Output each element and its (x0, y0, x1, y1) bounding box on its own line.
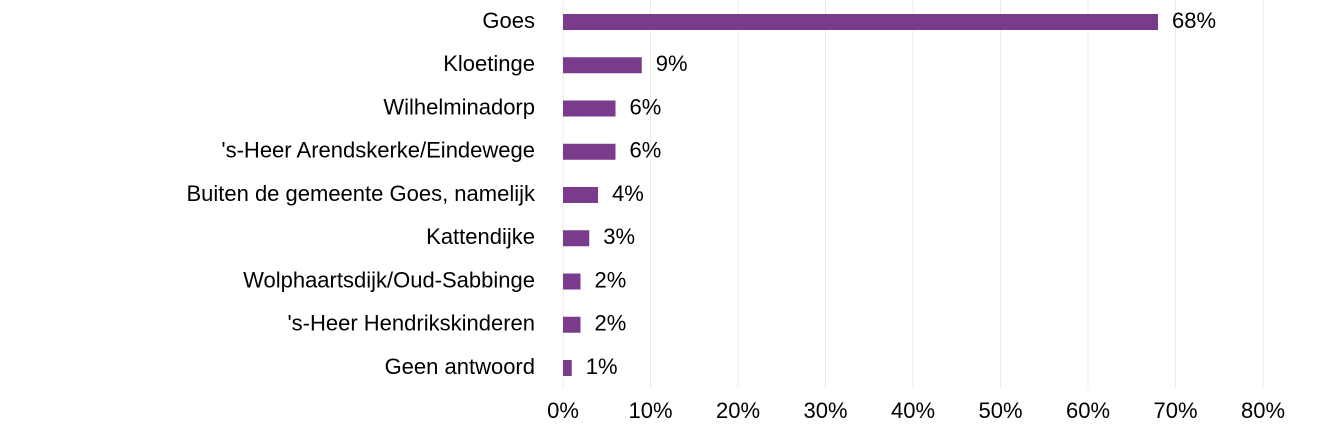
x-tick-label: 80% (1241, 398, 1285, 423)
value-label: 1% (586, 354, 618, 379)
value-label: 9% (656, 51, 688, 76)
bar (563, 143, 616, 160)
x-tick-label: 50% (978, 398, 1022, 423)
bar (563, 57, 642, 74)
y-tick-label: Geen antwoord (385, 354, 535, 379)
x-tick-label: 70% (1153, 398, 1197, 423)
value-label: 6% (630, 138, 662, 163)
bar (563, 273, 581, 290)
x-tick-label: 40% (891, 398, 935, 423)
x-tick-label: 60% (1066, 398, 1110, 423)
value-label: 6% (630, 94, 662, 119)
value-label: 3% (603, 224, 635, 249)
y-tick-label: Goes (482, 8, 535, 33)
value-label: 68% (1172, 8, 1216, 33)
bar (563, 316, 581, 333)
bar (563, 100, 616, 117)
y-tick-label: 's-Heer Hendrikskinderen (287, 311, 535, 336)
x-tick-label: 0% (547, 398, 579, 423)
bar (563, 187, 598, 203)
x-tick-label: 10% (628, 398, 672, 423)
bar (563, 14, 1158, 30)
y-tick-label: Kattendijke (426, 224, 535, 249)
bar (563, 230, 590, 247)
x-tick-label: 30% (803, 398, 847, 423)
y-tick-label: Kloetinge (443, 51, 535, 76)
y-tick-label: Wilhelminadorp (383, 94, 535, 119)
value-label: 2% (595, 311, 627, 336)
bar (563, 360, 572, 376)
y-tick-label: 's-Heer Arendskerke/Eindewege (221, 138, 535, 163)
value-label: 2% (595, 267, 627, 292)
y-tick-label: Buiten de gemeente Goes, namelijk (186, 181, 536, 206)
x-tick-label: 20% (716, 398, 760, 423)
y-tick-label: Wolphaartsdijk/Oud-Sabbinge (243, 267, 535, 292)
value-label: 4% (612, 181, 644, 206)
